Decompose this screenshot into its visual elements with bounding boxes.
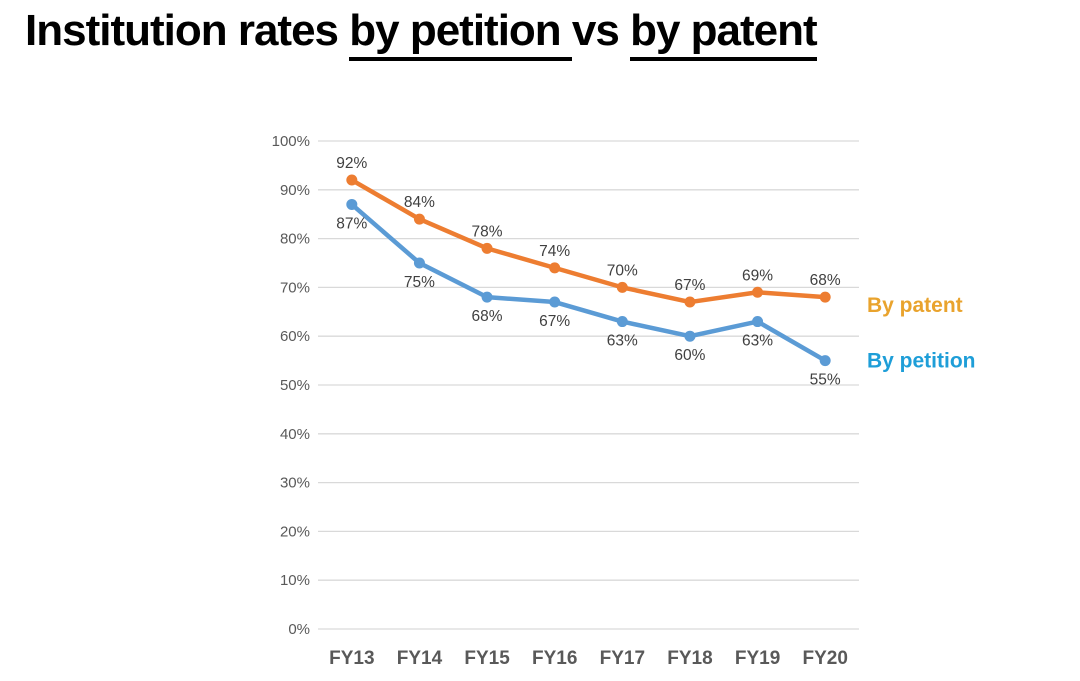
data-label-by-petition: 67%: [539, 313, 570, 330]
y-axis-tick-label: 100%: [272, 133, 310, 150]
title-underlined-by-petition: by petition: [349, 6, 572, 61]
data-point-marker-by-petition: [752, 316, 764, 328]
page-title: Institution rates by petition vs by pate…: [25, 2, 818, 61]
data-label-by-petition: 87%: [336, 215, 367, 232]
x-axis-tick-label: FY14: [397, 648, 443, 669]
data-point-marker-by-patent: [752, 286, 764, 298]
data-point-marker-by-patent: [346, 174, 358, 186]
data-label-by-patent: 74%: [539, 243, 570, 260]
data-point-marker-by-patent: [684, 296, 696, 308]
x-axis-tick-label: FY13: [329, 648, 374, 669]
title-text-vs: vs: [571, 6, 631, 55]
data-label-by-petition: 63%: [607, 333, 638, 350]
x-axis-tick-label: FY18: [667, 648, 712, 669]
data-label-by-petition: 75%: [404, 274, 435, 291]
data-label-by-petition: 63%: [742, 333, 773, 350]
data-point-marker-by-patent: [616, 281, 628, 293]
y-axis-tick-label: 0%: [288, 621, 310, 638]
data-point-marker-by-patent: [481, 242, 493, 254]
y-axis-tick-label: 30%: [280, 475, 310, 492]
data-point-marker-by-petition: [819, 355, 831, 367]
y-axis-tick-label: 90%: [280, 182, 310, 199]
y-axis-tick-label: 70%: [280, 279, 310, 296]
data-label-by-petition: 55%: [810, 372, 841, 389]
data-label-by-patent: 68%: [810, 272, 841, 289]
x-axis-tick-label: FY16: [532, 648, 577, 669]
y-axis-tick-label: 50%: [280, 377, 310, 394]
data-label-by-patent: 84%: [404, 194, 435, 211]
data-point-marker-by-patent: [413, 213, 425, 225]
data-point-marker-by-petition: [481, 291, 493, 303]
legend-label-by-patent: By patent: [867, 294, 963, 317]
data-point-marker-by-patent: [549, 262, 561, 274]
legend-label-by-petition: By petition: [867, 350, 976, 373]
data-label-by-patent: 70%: [607, 262, 638, 279]
x-axis-tick-label: FY15: [464, 648, 510, 669]
data-point-marker-by-petition: [549, 296, 561, 308]
data-point-marker-by-petition: [684, 330, 696, 342]
x-axis-tick-label: FY19: [735, 648, 780, 669]
y-axis-tick-label: 80%: [280, 231, 310, 248]
title-text: Institution rates: [25, 6, 350, 55]
x-axis-tick-label: FY17: [600, 648, 645, 669]
data-label-by-petition: 68%: [472, 308, 503, 325]
series-line-by-patent: [349, 177, 828, 305]
y-axis-tick-label: 20%: [280, 523, 310, 540]
x-axis-tick-label: FY20: [802, 648, 847, 669]
data-point-marker-by-petition: [616, 316, 628, 328]
data-label-by-patent: 78%: [472, 223, 503, 240]
title-underlined-by-patent: by patent: [630, 6, 818, 61]
data-label-by-patent: 69%: [742, 267, 773, 284]
data-point-marker-by-petition: [413, 257, 425, 269]
series-line-by-petition: [349, 202, 828, 363]
data-point-marker-by-patent: [819, 291, 831, 303]
y-axis-tick-label: 60%: [280, 328, 310, 345]
data-label-by-patent: 92%: [336, 155, 367, 172]
data-point-marker-by-petition: [346, 198, 358, 210]
data-label-by-patent: 67%: [674, 277, 705, 294]
data-label-by-petition: 60%: [674, 347, 705, 364]
y-axis-tick-label: 40%: [280, 426, 310, 443]
y-axis-tick-label: 10%: [280, 572, 310, 589]
